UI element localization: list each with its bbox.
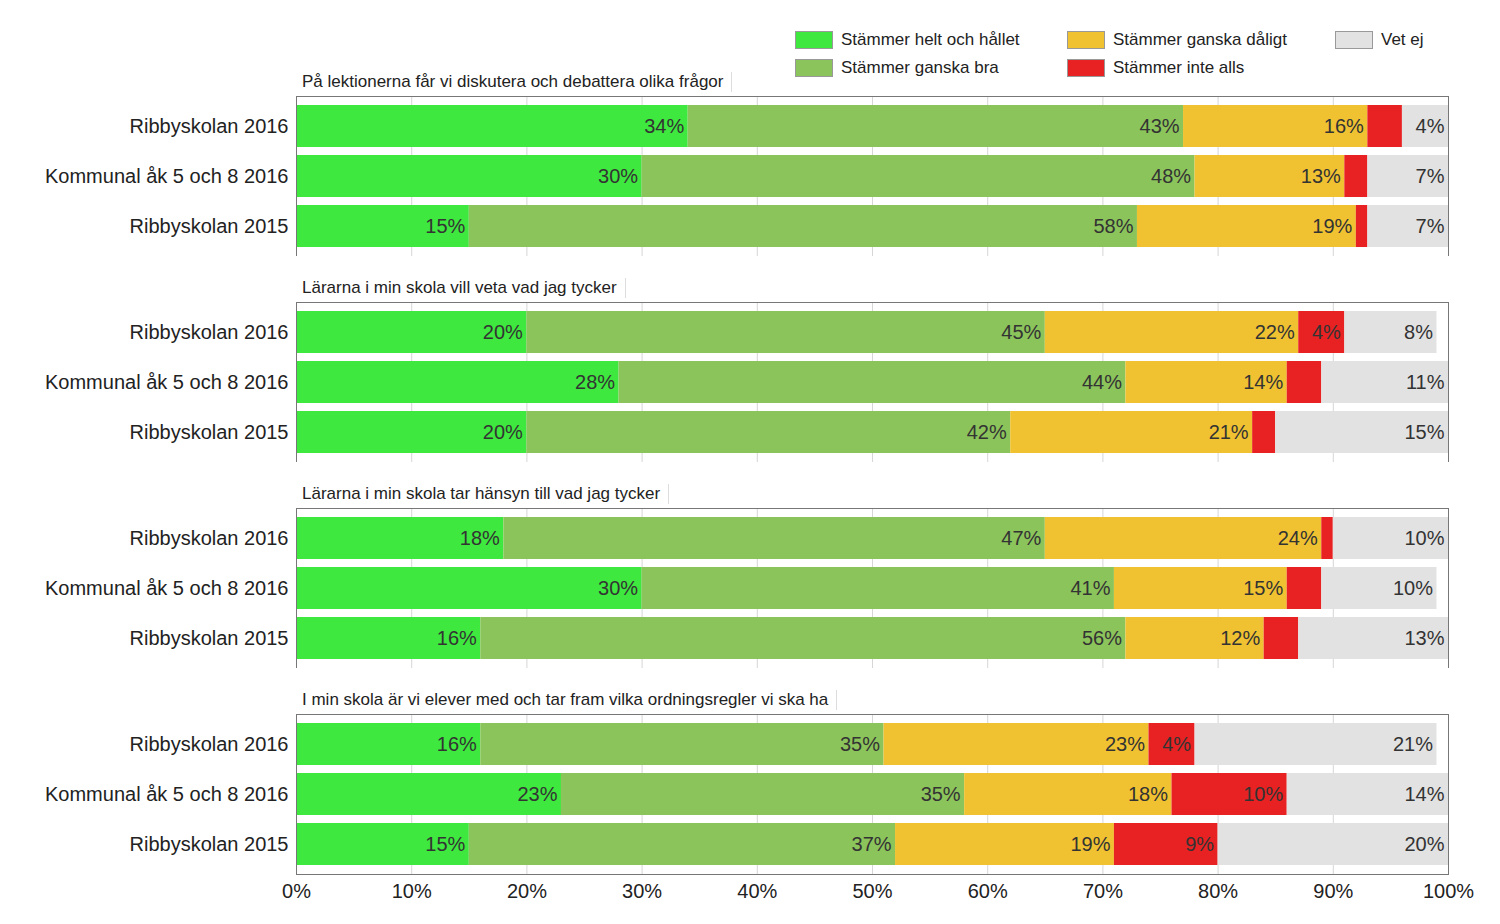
svg-text:13%: 13% [1404,627,1444,649]
html-text:Lärarna i min skola tar hänsyn: Lärarna i min skola tar hänsyn till vad … [302,484,661,503]
svg-text:8%: 8% [1404,321,1433,343]
svg-text:10%: 10% [1404,527,1444,549]
svg-text:19%: 19% [1312,215,1352,237]
svg-text:20%: 20% [507,880,547,902]
svg-text:47%: 47% [1001,527,1041,549]
html-text:Stämmer ganska dåligt: Stämmer ganska dåligt [1113,30,1287,49]
svg-text:Ribbyskolan 2015: Ribbyskolan 2015 [130,215,289,237]
svg-text:7%: 7% [1416,215,1445,237]
svg-text:43%: 43% [1140,115,1180,137]
svg-text:20%: 20% [483,321,523,343]
svg-text:10%: 10% [1393,577,1433,599]
svg-text:9%: 9% [1185,833,1214,855]
svg-text:22%: 22% [1255,321,1295,343]
svg-text:18%: 18% [1128,783,1168,805]
svg-text:14%: 14% [1404,783,1444,805]
html-text:Stämmer ganska bra: Stämmer ganska bra [841,58,999,77]
svg-text:0%: 0% [282,880,311,902]
svg-text:20%: 20% [1404,833,1444,855]
svg-text:35%: 35% [921,783,961,805]
svg-text:16%: 16% [437,733,477,755]
svg-text:18%: 18% [460,527,500,549]
svg-text:100%: 100% [1423,880,1474,902]
svg-text:13%: 13% [1301,165,1341,187]
svg-text:4%: 4% [1416,115,1445,137]
svg-text:42%: 42% [967,421,1007,443]
svg-text:21%: 21% [1393,733,1433,755]
svg-text:44%: 44% [1082,371,1122,393]
svg-text:23%: 23% [1105,733,1145,755]
svg-text:45%: 45% [1001,321,1041,343]
svg-text:28%: 28% [575,371,615,393]
svg-text:Kommunal åk 5 och 8 2016: Kommunal åk 5 och 8 2016 [45,783,289,805]
svg-text:40%: 40% [737,880,777,902]
svg-text:23%: 23% [517,783,557,805]
svg-text:Ribbyskolan 2016: Ribbyskolan 2016 [130,321,289,343]
svg-text:10%: 10% [392,880,432,902]
svg-text:20%: 20% [483,421,523,443]
svg-text:4%: 4% [1162,733,1191,755]
svg-text:30%: 30% [598,165,638,187]
svg-text:56%: 56% [1082,627,1122,649]
svg-text:60%: 60% [968,880,1008,902]
html-text:Lärarna i min skola vill veta: Lärarna i min skola vill veta vad jag ty… [302,278,617,297]
svg-text:58%: 58% [1093,215,1133,237]
svg-text:Kommunal åk 5 och 8 2016: Kommunal åk 5 och 8 2016 [45,165,289,187]
svg-text:Ribbyskolan 2016: Ribbyskolan 2016 [130,733,289,755]
svg-text:15%: 15% [425,215,465,237]
svg-text:Ribbyskolan 2015: Ribbyskolan 2015 [130,627,289,649]
svg-text:7%: 7% [1416,165,1445,187]
svg-text:12%: 12% [1220,627,1260,649]
svg-text:4%: 4% [1312,321,1341,343]
html-text:Vet ej: Vet ej [1381,30,1424,49]
svg-text:Ribbyskolan 2016: Ribbyskolan 2016 [130,527,289,549]
svg-text:37%: 37% [852,833,892,855]
svg-text:30%: 30% [598,577,638,599]
svg-text:41%: 41% [1070,577,1110,599]
svg-text:10%: 10% [1243,783,1283,805]
svg-text:30%: 30% [622,880,662,902]
svg-text:50%: 50% [852,880,892,902]
svg-text:21%: 21% [1209,421,1249,443]
svg-text:35%: 35% [840,733,880,755]
svg-text:Ribbyskolan 2015: Ribbyskolan 2015 [130,421,289,443]
svg-text:24%: 24% [1278,527,1318,549]
svg-text:15%: 15% [425,833,465,855]
html-text:På lektionerna får vi diskuter: På lektionerna får vi diskutera och deba… [302,72,724,91]
svg-text:34%: 34% [644,115,684,137]
html-text:I min skola är vi elever med o: I min skola är vi elever med och tar fra… [302,690,829,709]
svg-text:19%: 19% [1070,833,1110,855]
html-text:Stämmer inte alls: Stämmer inte alls [1113,58,1245,77]
svg-text:48%: 48% [1151,165,1191,187]
svg-text:70%: 70% [1083,880,1123,902]
svg-text:14%: 14% [1243,371,1283,393]
svg-text:16%: 16% [1324,115,1364,137]
html-text:Stämmer helt och hållet: Stämmer helt och hållet [841,30,1020,49]
svg-text:Kommunal åk 5 och 8 2016: Kommunal åk 5 och 8 2016 [45,577,289,599]
svg-text:11%: 11% [1406,371,1445,393]
svg-text:Ribbyskolan 2015: Ribbyskolan 2015 [130,833,289,855]
svg-text:80%: 80% [1198,880,1238,902]
svg-text:15%: 15% [1404,421,1444,443]
svg-text:90%: 90% [1313,880,1353,902]
svg-text:Kommunal åk 5 och 8 2016: Kommunal åk 5 och 8 2016 [45,371,289,393]
svg-text:Ribbyskolan 2016: Ribbyskolan 2016 [130,115,289,137]
svg-text:16%: 16% [437,627,477,649]
svg-text:15%: 15% [1243,577,1283,599]
